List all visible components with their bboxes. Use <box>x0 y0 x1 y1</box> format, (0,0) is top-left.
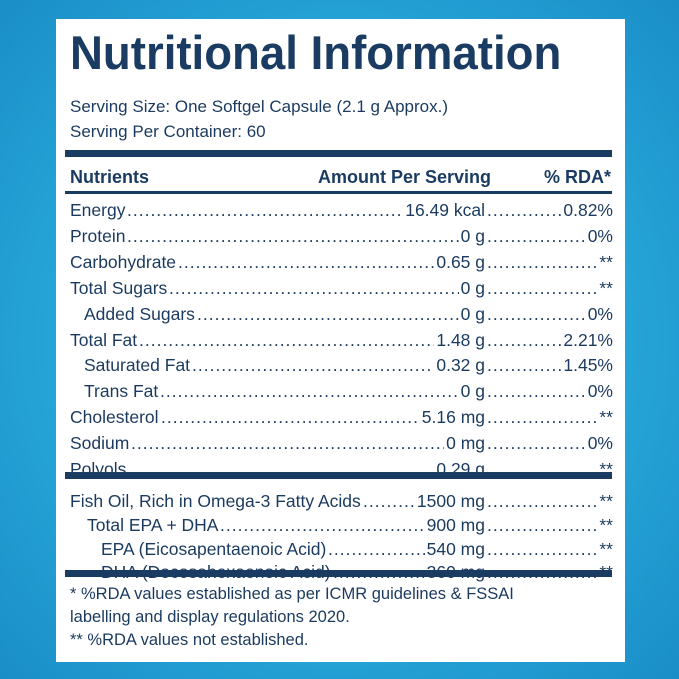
nutrition-panel: Nutritional Information Serving Size: On… <box>56 19 625 662</box>
nutrient-label: Fish Oil, Rich in Omega-3 Fatty Acids <box>70 491 361 511</box>
serving-per-container: Serving Per Container: 60 <box>70 122 266 141</box>
nutrient-label: Carbohydrate <box>70 251 177 272</box>
nutrient-rda: 2.21% <box>563 329 613 350</box>
nutrient-rda: ** <box>599 514 613 535</box>
dot-leader: ........................................… <box>487 355 561 376</box>
table-row: Energy..................................… <box>70 200 613 226</box>
nutrient-label: Sodium <box>70 433 130 454</box>
nutrient-label: Protein <box>70 225 126 246</box>
dot-leader: ........................................… <box>363 491 415 511</box>
table-row: Trans Fat...............................… <box>70 381 613 407</box>
nutrient-amount: 0.65 g <box>436 251 485 272</box>
table-row: Total EPA + DHA.........................… <box>70 515 613 541</box>
table-row: Fish Oil, Rich in Omega-3 Fatty Acids...… <box>70 491 613 517</box>
table-row: Total Fat...............................… <box>70 330 613 356</box>
dot-leader: ........................................… <box>178 251 434 272</box>
nutrient-amount: 5.16 mg <box>421 407 485 428</box>
table-row: Carbohydrate............................… <box>70 252 613 278</box>
dot-leader: ........................................… <box>487 251 597 272</box>
nutrient-amount: 16.49 kcal <box>405 200 485 220</box>
nutrient-label: Added Sugars <box>84 303 195 324</box>
table-row: Added Sugars............................… <box>70 304 613 330</box>
header-rda: % RDA* <box>543 167 611 187</box>
dot-leader: ........................................… <box>328 538 425 559</box>
dot-leader: ........................................… <box>487 381 586 402</box>
page-title: Nutritional Information <box>70 26 562 79</box>
nutrient-rda: 0.82% <box>563 200 613 220</box>
nutrient-label: Total Sugars <box>70 277 168 298</box>
nutrient-rda: ** <box>599 251 613 272</box>
dot-leader: ........................................… <box>487 514 597 535</box>
nutrient-rda: ** <box>599 277 613 298</box>
footnote-3: ** %RDA values not established. <box>70 631 309 649</box>
dot-leader: ........................................… <box>131 433 444 454</box>
dot-leader: ........................................… <box>169 277 459 298</box>
header-bottom-rule <box>65 191 612 194</box>
nutrient-label: Total Fat <box>70 329 138 350</box>
nutrient-label: Total EPA + DHA <box>87 514 219 535</box>
section-rule <box>65 472 612 479</box>
dot-leader: ........................................… <box>487 433 586 454</box>
header-top-rule <box>65 150 612 157</box>
dot-leader: ........................................… <box>127 200 403 220</box>
table-row: Protein.................................… <box>70 226 613 252</box>
nutrient-label: Saturated Fat <box>84 355 191 376</box>
nutrient-amount: 0 mg <box>446 433 485 454</box>
nutrient-label: Cholesterol <box>70 407 159 428</box>
nutrient-rda: ** <box>599 491 613 511</box>
nutrient-amount: 1.48 g <box>436 329 485 350</box>
nutrient-amount: 540 mg <box>426 538 485 559</box>
nutrient-rda: 0% <box>587 381 613 402</box>
nutrient-rda: 1.45% <box>563 355 613 376</box>
dot-leader: ........................................… <box>192 355 434 376</box>
dot-leader: ........................................… <box>487 329 561 350</box>
nutrient-label: Trans Fat <box>84 381 159 402</box>
dot-leader: ........................................… <box>487 491 597 511</box>
dot-leader: ........................................… <box>487 538 597 559</box>
nutrient-amount: 0 g <box>460 225 485 246</box>
nutrient-rda: 0% <box>587 225 613 246</box>
table-row: Cholesterol.............................… <box>70 407 613 433</box>
nutrient-amount: 1500 mg <box>416 491 485 511</box>
dot-leader: ........................................… <box>139 329 434 350</box>
dot-leader: ........................................… <box>161 407 420 428</box>
table-row: EPA (Eicosapentaenoic Acid).............… <box>70 539 613 565</box>
footnote-1: * %RDA values established as per ICMR gu… <box>70 585 514 603</box>
nutrient-amount: 0 g <box>460 381 485 402</box>
dot-leader: ........................................… <box>127 225 459 246</box>
dot-leader: ........................................… <box>487 303 586 324</box>
nutrient-amount: 0.32 g <box>436 355 485 376</box>
table-row: Saturated Fat...........................… <box>70 355 613 381</box>
dot-leader: ........................................… <box>220 514 425 535</box>
nutrient-label: Energy <box>70 200 126 220</box>
header-amount: Amount Per Serving <box>318 167 492 187</box>
nutrient-label: EPA (Eicosapentaenoic Acid) <box>101 538 327 559</box>
dot-leader: ........................................… <box>197 303 459 324</box>
dot-leader: ........................................… <box>487 277 597 298</box>
serving-size: Serving Size: One Softgel Capsule (2.1 g… <box>70 97 448 116</box>
nutrient-amount: 900 mg <box>426 514 485 535</box>
nutrient-rda: ** <box>599 538 613 559</box>
table-row: Sodium..................................… <box>70 433 613 459</box>
header-nutrients: Nutrients <box>70 167 150 187</box>
dot-leader: ........................................… <box>487 200 561 220</box>
footnote-2: labelling and display regulations 2020. <box>70 608 350 626</box>
nutrient-rda: 0% <box>587 303 613 324</box>
nutrient-rda: ** <box>599 407 613 428</box>
nutrient-rda: 0% <box>587 433 613 454</box>
nutrient-amount: 0 g <box>460 277 485 298</box>
table-row: Total Sugars............................… <box>70 278 613 304</box>
dot-leader: ........................................… <box>160 381 459 402</box>
dot-leader: ........................................… <box>487 407 597 428</box>
footer-rule <box>65 570 612 577</box>
dot-leader: ........................................… <box>487 225 586 246</box>
nutrient-amount: 0 g <box>460 303 485 324</box>
